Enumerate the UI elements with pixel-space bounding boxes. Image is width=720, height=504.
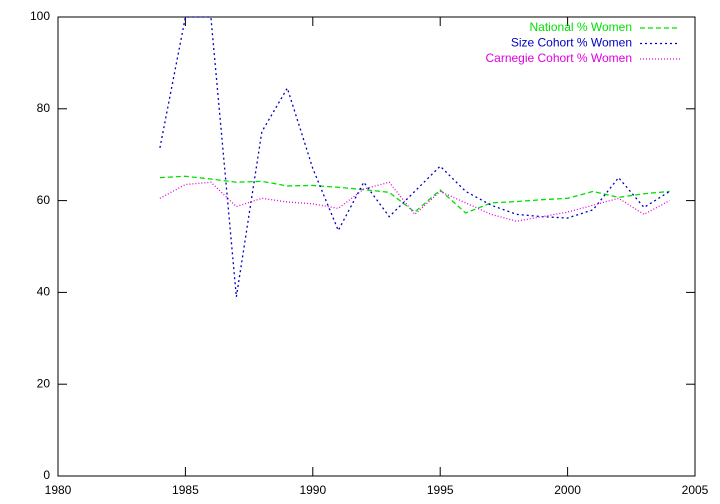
- series-line: [159, 181, 670, 222]
- y-tick-label: 40: [37, 285, 51, 299]
- legend-label: Carnegie Cohort % Women: [485, 51, 632, 65]
- y-tick-label: 80: [37, 101, 51, 115]
- plot-frame: [57, 16, 696, 477]
- series-line: [159, 175, 670, 214]
- legend-label: National % Women: [530, 20, 633, 34]
- x-tick-label: 1995: [427, 483, 454, 497]
- x-tick-label: 1985: [172, 483, 199, 497]
- y-tick-label: 0: [43, 468, 50, 482]
- series-line: [159, 16, 670, 298]
- x-tick-label: 1980: [45, 483, 72, 497]
- x-tick-label: 2005: [682, 483, 709, 497]
- y-tick-label: 20: [37, 376, 51, 390]
- y-tick-label: 100: [30, 9, 50, 23]
- legend-label: Size Cohort % Women: [511, 36, 632, 50]
- x-tick-label: 1990: [299, 483, 326, 497]
- y-tick-label: 60: [37, 193, 51, 207]
- x-tick-label: 2000: [554, 483, 581, 497]
